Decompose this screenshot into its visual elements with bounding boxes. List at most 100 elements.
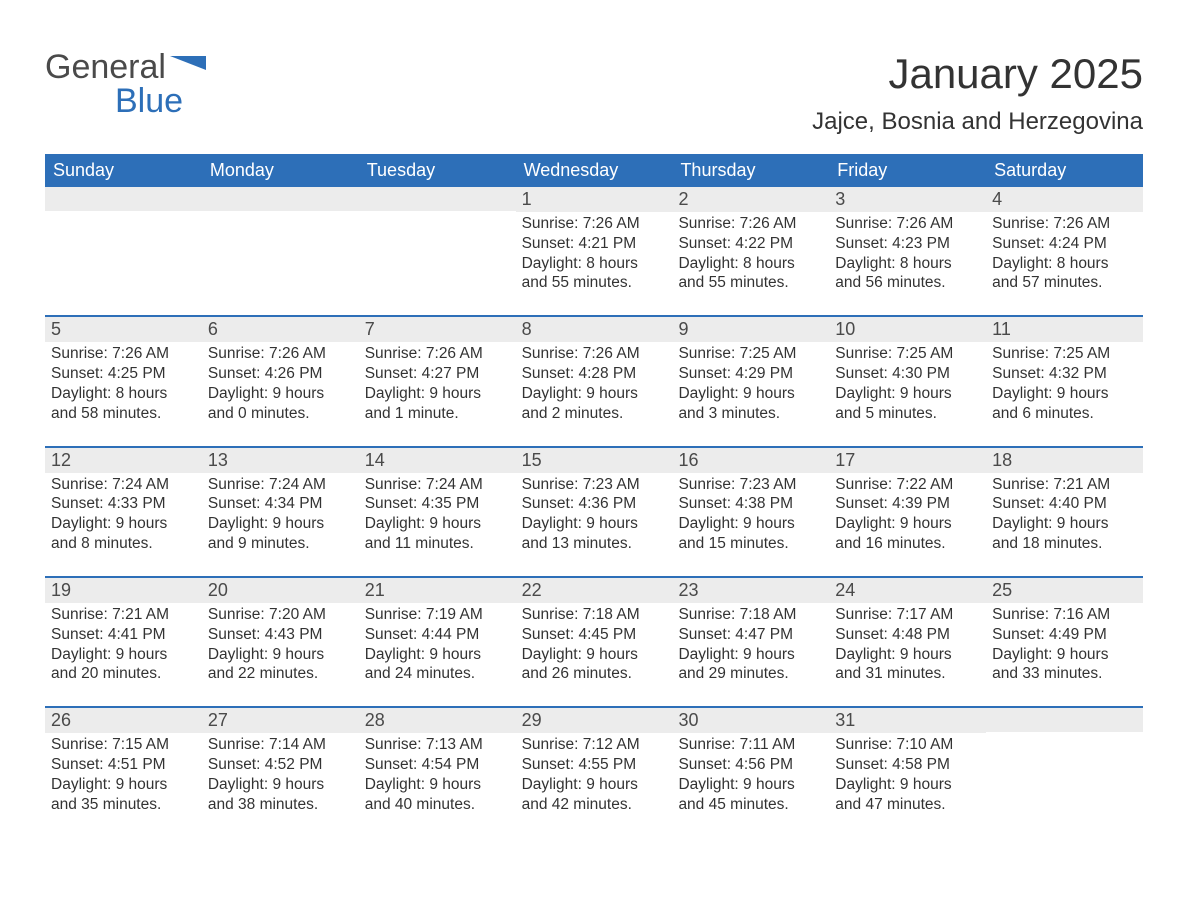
calendar-day: 26Sunrise: 7:15 AMSunset: 4:51 PMDayligh… — [45, 708, 202, 818]
daylight-text: Daylight: 9 hours and 3 minutes. — [678, 384, 823, 424]
calendar-day: 21Sunrise: 7:19 AMSunset: 4:44 PMDayligh… — [359, 578, 516, 688]
daylight-text: Daylight: 9 hours and 16 minutes. — [835, 514, 980, 554]
day-details: Sunrise: 7:26 AMSunset: 4:27 PMDaylight:… — [359, 342, 516, 427]
daylight-text: Daylight: 8 hours and 58 minutes. — [51, 384, 196, 424]
month-title: January 2025 — [812, 50, 1143, 98]
daylight-text: Daylight: 9 hours and 20 minutes. — [51, 645, 196, 685]
day-number: 26 — [45, 708, 202, 733]
daylight-text: Daylight: 9 hours and 29 minutes. — [678, 645, 823, 685]
calendar-day: 19Sunrise: 7:21 AMSunset: 4:41 PMDayligh… — [45, 578, 202, 688]
sunset-text: Sunset: 4:56 PM — [678, 755, 823, 775]
daylight-text: Daylight: 9 hours and 18 minutes. — [992, 514, 1137, 554]
sunset-text: Sunset: 4:30 PM — [835, 364, 980, 384]
day-details: Sunrise: 7:24 AMSunset: 4:35 PMDaylight:… — [359, 473, 516, 558]
day-details: Sunrise: 7:11 AMSunset: 4:56 PMDaylight:… — [672, 733, 829, 818]
day-details: Sunrise: 7:24 AMSunset: 4:33 PMDaylight:… — [45, 473, 202, 558]
calendar-day — [45, 187, 202, 297]
sunrise-text: Sunrise: 7:25 AM — [835, 344, 980, 364]
daylight-text: Daylight: 9 hours and 35 minutes. — [51, 775, 196, 815]
day-details: Sunrise: 7:17 AMSunset: 4:48 PMDaylight:… — [829, 603, 986, 688]
dow-sunday: Sunday — [45, 154, 202, 187]
sunrise-text: Sunrise: 7:21 AM — [51, 605, 196, 625]
sunset-text: Sunset: 4:58 PM — [835, 755, 980, 775]
day-details: Sunrise: 7:26 AMSunset: 4:26 PMDaylight:… — [202, 342, 359, 427]
title-block: January 2025 Jajce, Bosnia and Herzegovi… — [812, 50, 1143, 146]
logo-text: General Blue — [45, 50, 206, 118]
sunrise-text: Sunrise: 7:13 AM — [365, 735, 510, 755]
day-details: Sunrise: 7:10 AMSunset: 4:58 PMDaylight:… — [829, 733, 986, 818]
calendar-day: 5Sunrise: 7:26 AMSunset: 4:25 PMDaylight… — [45, 317, 202, 427]
daylight-text: Daylight: 9 hours and 24 minutes. — [365, 645, 510, 685]
day-details: Sunrise: 7:14 AMSunset: 4:52 PMDaylight:… — [202, 733, 359, 818]
day-number: 7 — [359, 317, 516, 342]
sunrise-text: Sunrise: 7:25 AM — [992, 344, 1137, 364]
calendar: Sunday Monday Tuesday Wednesday Thursday… — [45, 154, 1143, 819]
day-number: 12 — [45, 448, 202, 473]
calendar-day — [986, 708, 1143, 818]
day-details: Sunrise: 7:15 AMSunset: 4:51 PMDaylight:… — [45, 733, 202, 818]
sunset-text: Sunset: 4:39 PM — [835, 494, 980, 514]
calendar-day: 24Sunrise: 7:17 AMSunset: 4:48 PMDayligh… — [829, 578, 986, 688]
flag-icon — [170, 56, 206, 78]
weeks-container: 1Sunrise: 7:26 AMSunset: 4:21 PMDaylight… — [45, 187, 1143, 819]
sunrise-text: Sunrise: 7:26 AM — [208, 344, 353, 364]
sunrise-text: Sunrise: 7:21 AM — [992, 475, 1137, 495]
day-number: 30 — [672, 708, 829, 733]
day-details: Sunrise: 7:19 AMSunset: 4:44 PMDaylight:… — [359, 603, 516, 688]
day-number: 3 — [829, 187, 986, 212]
sunset-text: Sunset: 4:52 PM — [208, 755, 353, 775]
logo: General Blue — [45, 50, 206, 118]
day-details: Sunrise: 7:23 AMSunset: 4:36 PMDaylight:… — [516, 473, 673, 558]
dow-monday: Monday — [202, 154, 359, 187]
calendar-day: 23Sunrise: 7:18 AMSunset: 4:47 PMDayligh… — [672, 578, 829, 688]
dow-wednesday: Wednesday — [516, 154, 673, 187]
sunset-text: Sunset: 4:22 PM — [678, 234, 823, 254]
sunrise-text: Sunrise: 7:22 AM — [835, 475, 980, 495]
day-number: 18 — [986, 448, 1143, 473]
daylight-text: Daylight: 9 hours and 6 minutes. — [992, 384, 1137, 424]
calendar-day: 3Sunrise: 7:26 AMSunset: 4:23 PMDaylight… — [829, 187, 986, 297]
day-number: 17 — [829, 448, 986, 473]
day-number: 2 — [672, 187, 829, 212]
calendar-day — [359, 187, 516, 297]
dow-thursday: Thursday — [672, 154, 829, 187]
day-number: 4 — [986, 187, 1143, 212]
day-number: 25 — [986, 578, 1143, 603]
calendar-day: 6Sunrise: 7:26 AMSunset: 4:26 PMDaylight… — [202, 317, 359, 427]
day-number: 13 — [202, 448, 359, 473]
day-details: Sunrise: 7:25 AMSunset: 4:32 PMDaylight:… — [986, 342, 1143, 427]
sunset-text: Sunset: 4:25 PM — [51, 364, 196, 384]
day-details: Sunrise: 7:26 AMSunset: 4:28 PMDaylight:… — [516, 342, 673, 427]
calendar-week: 12Sunrise: 7:24 AMSunset: 4:33 PMDayligh… — [45, 446, 1143, 558]
sunset-text: Sunset: 4:27 PM — [365, 364, 510, 384]
daylight-text: Daylight: 8 hours and 55 minutes. — [522, 254, 667, 294]
day-details: Sunrise: 7:26 AMSunset: 4:21 PMDaylight:… — [516, 212, 673, 297]
calendar-day: 22Sunrise: 7:18 AMSunset: 4:45 PMDayligh… — [516, 578, 673, 688]
day-number — [202, 187, 359, 211]
day-details: Sunrise: 7:26 AMSunset: 4:22 PMDaylight:… — [672, 212, 829, 297]
calendar-week: 1Sunrise: 7:26 AMSunset: 4:21 PMDaylight… — [45, 187, 1143, 297]
sunrise-text: Sunrise: 7:10 AM — [835, 735, 980, 755]
sunset-text: Sunset: 4:21 PM — [522, 234, 667, 254]
sunrise-text: Sunrise: 7:15 AM — [51, 735, 196, 755]
sunset-text: Sunset: 4:51 PM — [51, 755, 196, 775]
daylight-text: Daylight: 9 hours and 0 minutes. — [208, 384, 353, 424]
day-number: 24 — [829, 578, 986, 603]
sunrise-text: Sunrise: 7:25 AM — [678, 344, 823, 364]
day-number: 27 — [202, 708, 359, 733]
sunrise-text: Sunrise: 7:23 AM — [522, 475, 667, 495]
calendar-day: 9Sunrise: 7:25 AMSunset: 4:29 PMDaylight… — [672, 317, 829, 427]
sunrise-text: Sunrise: 7:19 AM — [365, 605, 510, 625]
calendar-day: 17Sunrise: 7:22 AMSunset: 4:39 PMDayligh… — [829, 448, 986, 558]
sunrise-text: Sunrise: 7:26 AM — [835, 214, 980, 234]
day-number — [45, 187, 202, 211]
sunset-text: Sunset: 4:48 PM — [835, 625, 980, 645]
sunrise-text: Sunrise: 7:18 AM — [522, 605, 667, 625]
calendar-day: 29Sunrise: 7:12 AMSunset: 4:55 PMDayligh… — [516, 708, 673, 818]
sunset-text: Sunset: 4:23 PM — [835, 234, 980, 254]
sunset-text: Sunset: 4:33 PM — [51, 494, 196, 514]
sunrise-text: Sunrise: 7:12 AM — [522, 735, 667, 755]
daylight-text: Daylight: 9 hours and 45 minutes. — [678, 775, 823, 815]
sunset-text: Sunset: 4:49 PM — [992, 625, 1137, 645]
day-number: 8 — [516, 317, 673, 342]
